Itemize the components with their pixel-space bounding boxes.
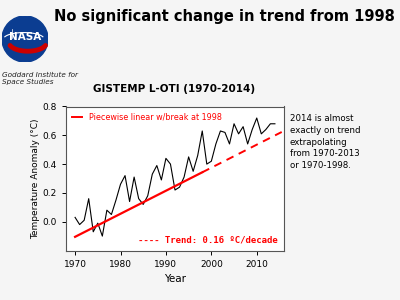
Text: No significant change in trend from 1998: No significant change in trend from 1998 (54, 9, 394, 24)
Circle shape (2, 16, 48, 62)
Text: NASA: NASA (9, 32, 41, 42)
Text: 2014 is almost
exactly on trend
extrapolating
from 1970-2013
or 1970-1998.: 2014 is almost exactly on trend extrapol… (290, 114, 360, 170)
X-axis label: Year: Year (164, 274, 186, 284)
Y-axis label: Temperature Anomaly (°C): Temperature Anomaly (°C) (31, 118, 40, 239)
Text: ---- Trend: 0.16 ºC/decade: ---- Trend: 0.16 ºC/decade (138, 236, 278, 245)
Text: Goddard Institute for
Space Studies: Goddard Institute for Space Studies (2, 72, 78, 85)
Text: GISTEMP L-OTI (1970-2014): GISTEMP L-OTI (1970-2014) (93, 85, 255, 94)
Legend: Piecewise linear w/break at 1998: Piecewise linear w/break at 1998 (70, 110, 224, 124)
